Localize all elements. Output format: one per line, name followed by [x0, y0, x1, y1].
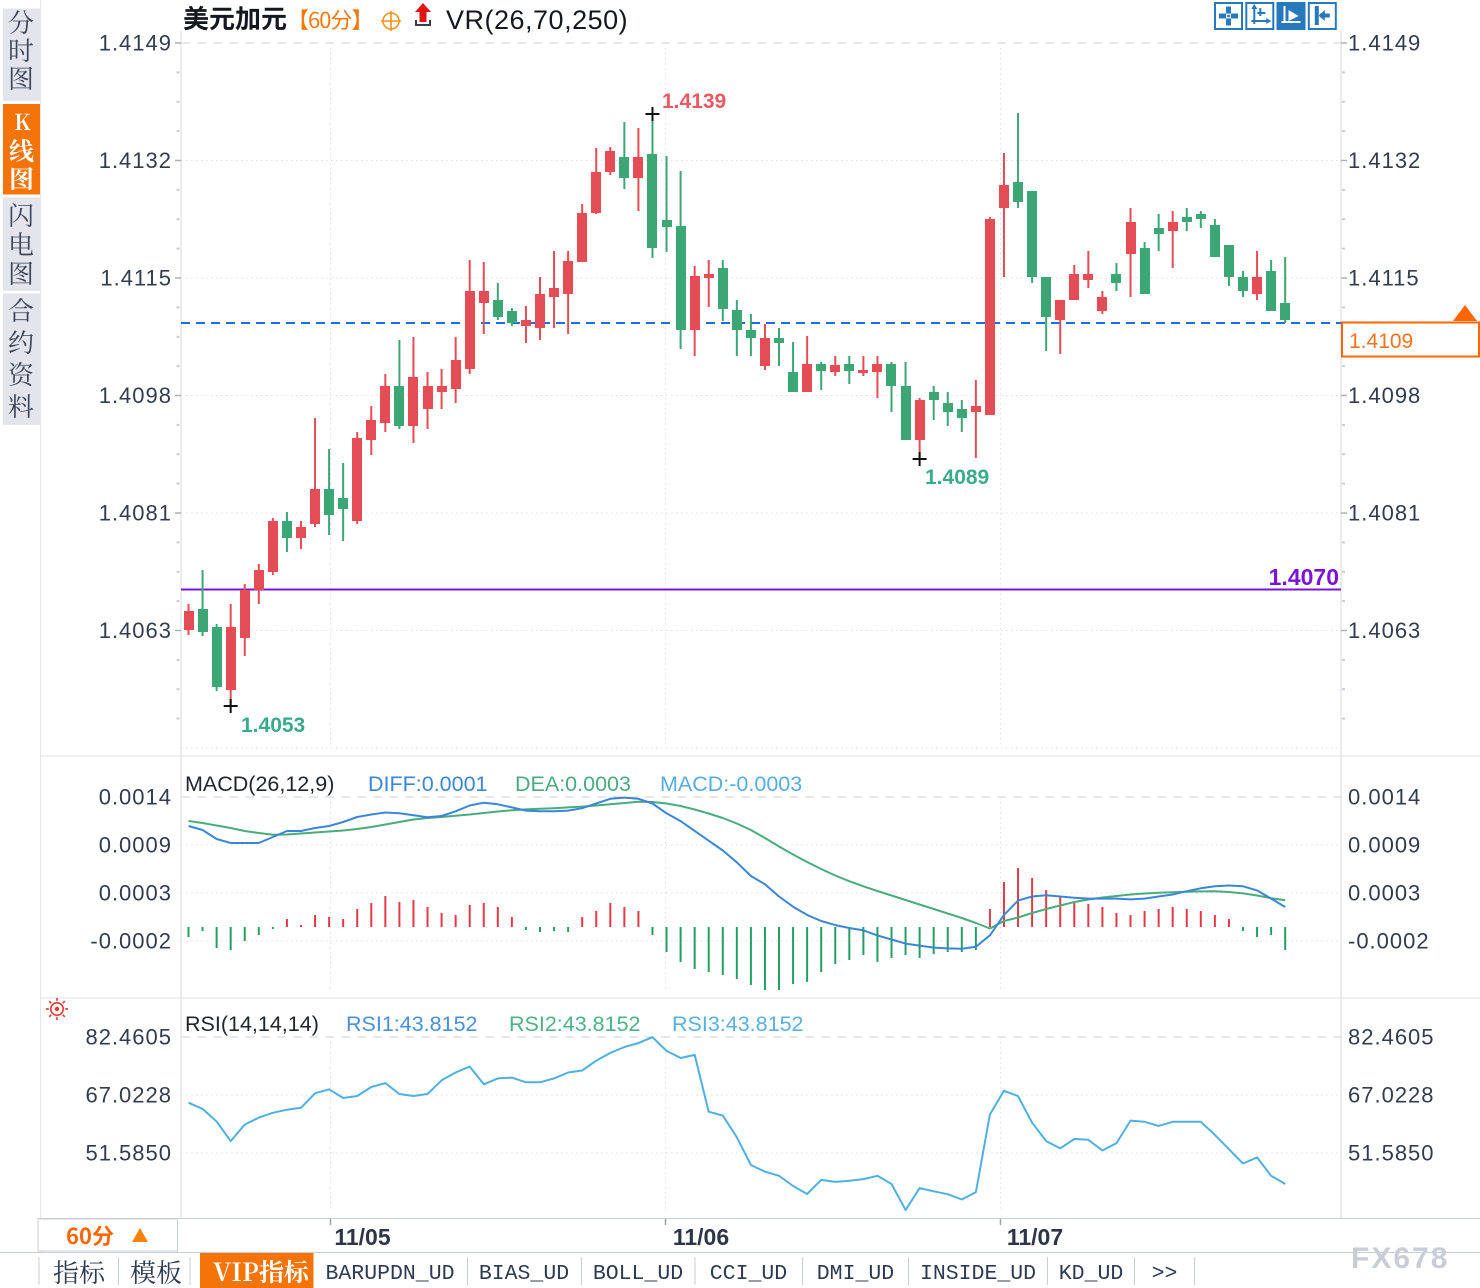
svg-text:67.0228: 67.0228 — [1348, 1083, 1435, 1108]
svg-text:1.4149: 1.4149 — [1348, 31, 1421, 56]
svg-text:0.0014: 0.0014 — [1348, 785, 1421, 810]
svg-text:1.4098: 1.4098 — [99, 383, 172, 408]
svg-text:RSI2:43.8152: RSI2:43.8152 — [509, 1012, 641, 1036]
svg-text:BOLL_UD: BOLL_UD — [593, 1262, 683, 1286]
svg-text:BIAS_UD: BIAS_UD — [479, 1262, 569, 1286]
svg-text:CCI_UD: CCI_UD — [710, 1262, 787, 1286]
svg-text:1.4081: 1.4081 — [1348, 501, 1421, 526]
svg-text:51.5850: 51.5850 — [85, 1141, 172, 1166]
svg-text:1.4098: 1.4098 — [1348, 383, 1421, 408]
svg-text:67.0228: 67.0228 — [85, 1083, 172, 1108]
svg-text:MACD(26,12,9): MACD(26,12,9) — [185, 772, 334, 796]
svg-text:DIFF:0.0001: DIFF:0.0001 — [368, 772, 488, 796]
svg-text:1.4063: 1.4063 — [99, 618, 172, 643]
svg-text:-0.0002: -0.0002 — [1348, 929, 1430, 954]
svg-text:BARUPDN_UD: BARUPDN_UD — [325, 1262, 454, 1286]
svg-text:>>: >> — [1152, 1262, 1178, 1286]
svg-text:1.4149: 1.4149 — [99, 31, 172, 56]
svg-text:1.4115: 1.4115 — [1348, 266, 1420, 291]
svg-text:1.4089: 1.4089 — [925, 466, 989, 489]
svg-text:RSI1:43.8152: RSI1:43.8152 — [346, 1012, 478, 1036]
svg-text:1.4063: 1.4063 — [1348, 618, 1421, 643]
svg-text:0.0009: 0.0009 — [99, 833, 172, 858]
svg-text:1.4132: 1.4132 — [99, 148, 172, 173]
svg-text:11/05: 11/05 — [334, 1224, 390, 1250]
svg-text:0.0003: 0.0003 — [99, 881, 172, 906]
svg-text:82.4605: 82.4605 — [1348, 1025, 1435, 1050]
svg-text:1.4139: 1.4139 — [662, 90, 726, 113]
svg-text:DEA:0.0003: DEA:0.0003 — [515, 772, 631, 796]
svg-text:0.0009: 0.0009 — [1348, 833, 1421, 858]
svg-text:11/06: 11/06 — [673, 1224, 729, 1250]
svg-text:FX678: FX678 — [1351, 1242, 1449, 1275]
svg-text:82.4605: 82.4605 — [85, 1025, 172, 1050]
svg-text:-0.0002: -0.0002 — [90, 929, 172, 954]
svg-text:1.4053: 1.4053 — [241, 714, 305, 737]
svg-text:1.4081: 1.4081 — [99, 501, 172, 526]
svg-text:1.4109: 1.4109 — [1349, 330, 1413, 353]
svg-text:11/07: 11/07 — [1007, 1224, 1063, 1250]
svg-text:MACD:-0.0003: MACD:-0.0003 — [660, 772, 802, 796]
svg-text:51.5850: 51.5850 — [1348, 1141, 1435, 1166]
svg-text:KD_UD: KD_UD — [1059, 1262, 1124, 1286]
svg-text:0.0014: 0.0014 — [99, 785, 172, 810]
svg-text:VR(26,70,250): VR(26,70,250) — [446, 5, 628, 35]
svg-text:DMI_UD: DMI_UD — [817, 1262, 894, 1286]
svg-text:RSI3:43.8152: RSI3:43.8152 — [672, 1012, 804, 1036]
svg-text:1.4070: 1.4070 — [1269, 564, 1339, 590]
svg-text:RSI(14,14,14): RSI(14,14,14) — [185, 1012, 319, 1036]
svg-text:INSIDE_UD: INSIDE_UD — [920, 1262, 1036, 1286]
svg-text:0.0003: 0.0003 — [1348, 881, 1421, 906]
svg-text:1.4115: 1.4115 — [100, 266, 172, 291]
svg-text:1.4132: 1.4132 — [1348, 148, 1421, 173]
